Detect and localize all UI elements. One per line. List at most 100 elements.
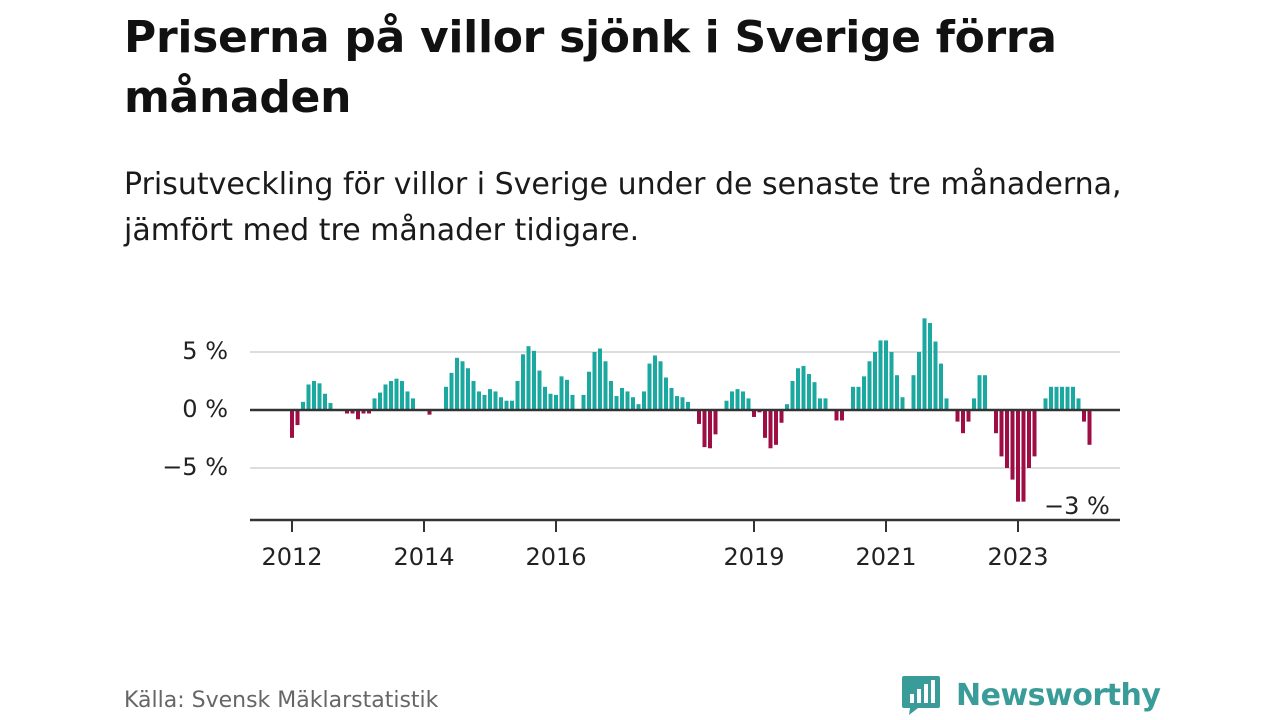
bar bbox=[1027, 410, 1031, 468]
bar bbox=[889, 352, 894, 410]
bar bbox=[752, 410, 756, 417]
x-tick-labels: 2012 2014 2016 2019 2021 2023 bbox=[261, 520, 1049, 571]
bar bbox=[697, 410, 701, 424]
bar bbox=[928, 323, 932, 410]
x-tick-label: 2021 bbox=[855, 543, 916, 571]
bar bbox=[856, 386, 861, 410]
bar bbox=[345, 410, 349, 414]
bar bbox=[405, 391, 410, 410]
x-tick-label: 2014 bbox=[393, 543, 454, 571]
bar bbox=[290, 410, 294, 438]
bar bbox=[669, 387, 674, 410]
bar bbox=[1065, 386, 1070, 410]
bar bbox=[598, 348, 602, 410]
bar bbox=[933, 341, 938, 410]
last-value-annotation: −3 % bbox=[1044, 492, 1110, 520]
bar bbox=[1082, 410, 1086, 422]
bar bbox=[724, 400, 729, 410]
bar bbox=[774, 410, 778, 445]
bar bbox=[1016, 410, 1020, 502]
bar bbox=[543, 386, 547, 410]
bar bbox=[944, 398, 949, 410]
bar bbox=[790, 381, 795, 410]
bar bbox=[713, 410, 718, 435]
bar bbox=[746, 398, 751, 410]
bar bbox=[873, 352, 877, 410]
bar bbox=[680, 397, 685, 410]
bar bbox=[444, 386, 448, 410]
bar bbox=[647, 363, 652, 410]
bar bbox=[878, 340, 883, 410]
bar bbox=[840, 410, 844, 421]
bar bbox=[664, 377, 668, 410]
bar bbox=[521, 354, 525, 410]
bar bbox=[614, 396, 619, 410]
bar bbox=[955, 410, 960, 422]
bar bbox=[301, 401, 305, 410]
brand-logo: Newsworthy bbox=[900, 670, 1161, 720]
bar bbox=[603, 361, 608, 410]
bar bbox=[658, 361, 663, 410]
bar bbox=[317, 383, 322, 410]
bar bbox=[499, 397, 503, 410]
bar bbox=[961, 410, 965, 434]
bar bbox=[1060, 386, 1064, 410]
bar bbox=[801, 365, 806, 410]
bar bbox=[939, 363, 943, 410]
bar bbox=[735, 389, 740, 410]
bar bbox=[1054, 386, 1059, 410]
bar bbox=[1049, 386, 1053, 410]
bar bbox=[1005, 410, 1009, 468]
bar bbox=[1032, 410, 1037, 457]
bar bbox=[455, 357, 459, 410]
newsworthy-logo-icon bbox=[902, 676, 940, 715]
bar bbox=[559, 376, 564, 410]
bar bbox=[922, 318, 927, 410]
bar bbox=[1043, 398, 1048, 410]
bar bbox=[631, 397, 635, 410]
bar bbox=[730, 391, 734, 410]
y-tick-label: −5 % bbox=[162, 453, 228, 481]
bar bbox=[581, 394, 586, 410]
grid-lines bbox=[250, 351, 1120, 469]
bar bbox=[389, 381, 393, 410]
bar bbox=[785, 404, 789, 410]
bar bbox=[851, 386, 855, 410]
bar bbox=[620, 387, 624, 410]
bar bbox=[328, 403, 333, 410]
brand-name: Newsworthy bbox=[956, 677, 1161, 713]
bar bbox=[812, 382, 817, 410]
bar bbox=[306, 384, 311, 410]
bar bbox=[983, 375, 987, 410]
bar bbox=[537, 370, 542, 410]
bar bbox=[587, 371, 591, 410]
bar bbox=[356, 410, 360, 420]
bar bbox=[367, 410, 371, 414]
bar bbox=[592, 352, 597, 410]
bar bbox=[532, 350, 536, 410]
bar bbox=[394, 378, 399, 410]
bar bbox=[466, 368, 470, 410]
bar bbox=[807, 374, 811, 410]
bar bbox=[642, 391, 646, 410]
x-tick-label: 2012 bbox=[261, 543, 322, 571]
bar bbox=[383, 384, 388, 410]
bar-series bbox=[290, 318, 1092, 502]
bar bbox=[796, 368, 800, 410]
bar bbox=[372, 398, 377, 410]
bar bbox=[741, 391, 745, 410]
bar bbox=[488, 389, 492, 410]
bar bbox=[884, 340, 888, 410]
bar bbox=[565, 379, 569, 410]
bar bbox=[999, 410, 1004, 457]
bar bbox=[548, 393, 553, 410]
y-tick-label: 5 % bbox=[182, 337, 228, 365]
bar bbox=[493, 391, 498, 410]
bar bbox=[323, 393, 327, 410]
bar bbox=[972, 398, 976, 410]
bar bbox=[510, 400, 514, 410]
bar bbox=[449, 372, 454, 410]
bar bbox=[768, 410, 773, 449]
bar bbox=[515, 381, 520, 410]
chart-subtitle: Prisutveckling för villor i Sverige unde… bbox=[124, 167, 1122, 248]
